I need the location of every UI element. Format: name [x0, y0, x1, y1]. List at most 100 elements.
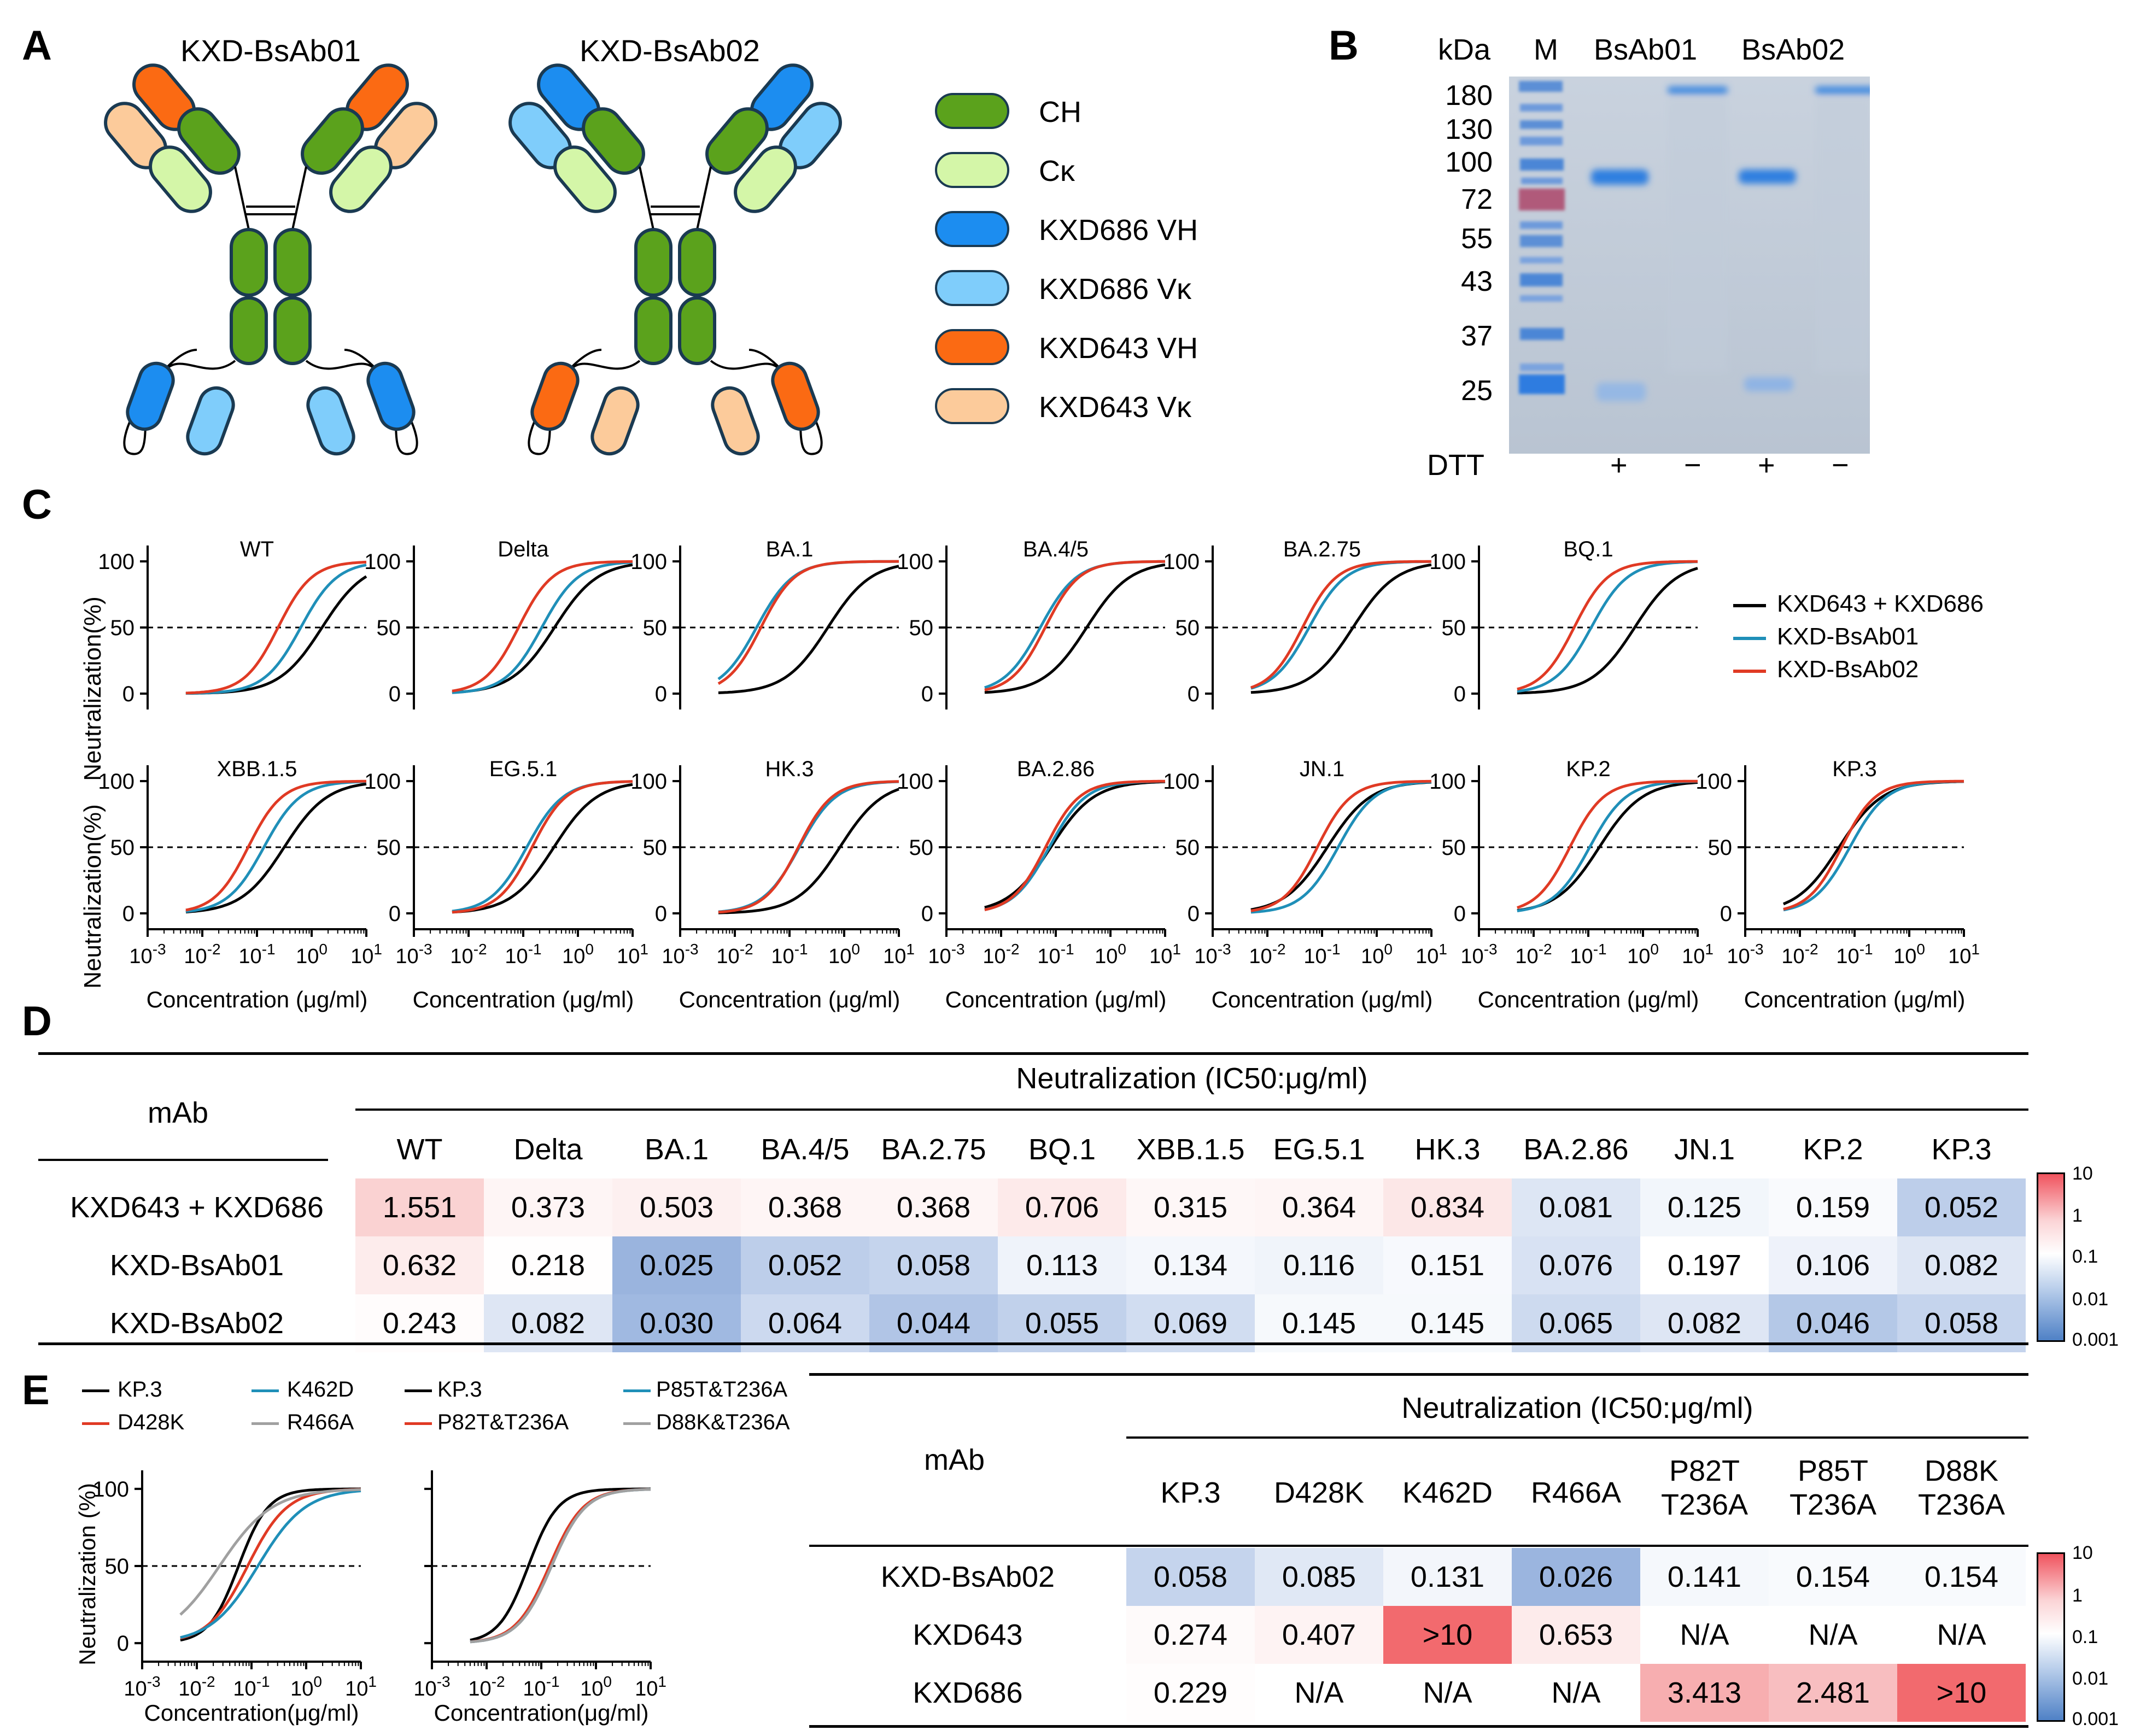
legend-label-bsab02: KXD-BsAb02: [1777, 656, 1919, 683]
table-d-cell: 0.052: [1897, 1178, 2026, 1236]
y-tick-label: 0: [1188, 902, 1200, 926]
curve-K462D: [180, 1489, 361, 1639]
marker-72: 72: [1461, 184, 1493, 215]
e2-legend-d88k: D88K&T236A: [656, 1410, 790, 1434]
table-e-col-header: P82T: [1669, 1455, 1740, 1487]
dtt-bsab02-minus: −: [1832, 449, 1849, 482]
colorbar-d-0-1: 0.1: [2072, 1246, 2098, 1267]
table-d-title-rule: [355, 1109, 2028, 1111]
x-tick-label: 10-1: [771, 941, 808, 968]
curve-0: [1517, 567, 1698, 695]
curve-1: [1517, 560, 1698, 693]
table-d-cell: 0.368: [741, 1178, 869, 1236]
plot-BA.1: 0 50 100 BA.1: [630, 537, 899, 709]
table-d-bottom-rule: [38, 1342, 2028, 1345]
y-tick-label: 100: [897, 550, 933, 574]
table-e-cell: 0.653: [1512, 1606, 1640, 1664]
x-tick-label: 10-3: [1727, 941, 1763, 968]
bsab01-fc-ch2-left: [230, 228, 268, 297]
plot-KP.3: 10-3 10-2 10-1 100 101 0 50 100 KP.3: [1695, 757, 1980, 968]
bsab02-fc-ch3-left: [634, 296, 672, 365]
table-e-col-header: T236A: [1789, 1488, 1877, 1521]
colorbar-e-0-001: 0.001: [2072, 1709, 2119, 1729]
bsab02-fc-ch3-right: [678, 296, 716, 365]
curve-1: [185, 564, 367, 695]
bsab01-scfv-left-vk: [186, 386, 235, 456]
marker-180: 180: [1445, 80, 1493, 112]
y-tick-label: 50: [1442, 616, 1466, 640]
table-e-cell: N/A: [1640, 1606, 1769, 1664]
x-tick-label: 100: [1095, 941, 1126, 968]
table-d-cell: 0.632: [355, 1236, 484, 1294]
e1-legend-kp3-line: [82, 1389, 109, 1392]
legend-swatch-ch: [935, 93, 1009, 129]
curve-title: BQ.1: [1563, 537, 1613, 561]
x-tick-label: 10-3: [395, 941, 432, 968]
curve-2: [185, 560, 367, 695]
table-d-cell: 0.052: [741, 1236, 869, 1294]
table-d-col-Delta: Delta: [513, 1133, 583, 1166]
legend-line-kxd643-kxd686: [1733, 604, 1766, 607]
curve-2: [185, 779, 366, 912]
colorbar-e-10: 10: [2072, 1543, 2093, 1563]
legend-label-ck: Cκ: [1039, 155, 1075, 187]
table-d-col-BA.2.86: BA.2.86: [1523, 1133, 1629, 1166]
legend-label-kxd686-vh: KXD686 VH: [1039, 214, 1198, 247]
table-d-cell: 0.076: [1512, 1236, 1640, 1294]
plot-BA.2.75: 0 50 100 BA.2.75: [1163, 537, 1432, 709]
colorbar-d-1: 1: [2072, 1205, 2083, 1226]
curve-2: [1250, 560, 1431, 689]
y-tick-label: 0: [389, 902, 401, 926]
curve-2: [452, 780, 633, 914]
x-tick-label: 10-2: [468, 1673, 505, 1700]
table-e-row-name: KXD-BsAb02: [880, 1561, 1055, 1593]
curve-title: XBB.1.5: [217, 757, 297, 781]
table-d-cell: 0.364: [1255, 1178, 1383, 1236]
x-tick-label: 101: [1149, 941, 1181, 968]
panel-label-e: E: [22, 1367, 50, 1414]
domain-legend: CH Cκ KXD686 VH KXD686 Vκ KXD643 VH KXD6…: [935, 93, 1290, 443]
curve-0: [984, 780, 1166, 909]
e2-legend-kp3: KP.3: [437, 1377, 482, 1401]
legend-line-bsab01: [1733, 637, 1766, 640]
curve-1: [717, 560, 899, 681]
curve-1: [1250, 781, 1432, 914]
table-e-cell: 0.229: [1126, 1664, 1255, 1722]
x-tick-label: 10-1: [523, 1673, 559, 1700]
table-d-row-name: KXD-BsAb01: [109, 1249, 284, 1282]
table-e-cell: 0.131: [1383, 1548, 1512, 1606]
legend-label-kxd686-vk: KXD686 Vκ: [1039, 273, 1192, 306]
y-tick-label: 100: [1695, 770, 1732, 794]
curve-2: [452, 560, 633, 693]
y-tick-label: 0: [1188, 682, 1200, 706]
xlabel-KP.2: Concentration (μg/ml): [1477, 987, 1699, 1012]
gel-lane-m: M: [1534, 33, 1558, 66]
table-e-cell: 0.141: [1640, 1548, 1769, 1606]
xlabel-BA.2.86: Concentration (μg/ml): [945, 987, 1167, 1012]
e2-legend-p85t: P85T&T236A: [656, 1377, 788, 1401]
curve-title: BA.4/5: [1023, 537, 1089, 561]
bsab01-fc-ch3-left: [230, 296, 268, 365]
table-d-row-name: KXD643 + KXD686: [70, 1191, 324, 1224]
sds-page-gel: [1509, 77, 1870, 454]
bsab01-scfv-left-vh: [126, 361, 175, 431]
x-tick-label: 100: [1361, 941, 1393, 968]
table-e-cell: N/A: [1769, 1606, 1897, 1664]
marker-43: 43: [1461, 266, 1493, 297]
x-tick-label: 10-3: [1194, 941, 1231, 968]
table-d-col-XBB.1.5: XBB.1.5: [1136, 1133, 1245, 1166]
xlabel-JN.1: Concentration (μg/ml): [1211, 987, 1433, 1012]
table-e-cell: 0.274: [1126, 1606, 1255, 1664]
table-d-col-KP.2: KP.2: [1803, 1133, 1863, 1166]
panel-label-b: B: [1329, 22, 1359, 69]
bsab02-scfv-left-vk: [590, 386, 640, 456]
table-e-cell: N/A: [1255, 1664, 1383, 1722]
y-tick-label: 100: [1163, 770, 1200, 794]
y-tick-label: 50: [643, 616, 668, 640]
e1-legend-d428k-line: [82, 1422, 109, 1425]
x-tick-label: 100: [290, 1673, 322, 1700]
table-d-col-WT: WT: [396, 1133, 443, 1166]
plot-Delta: 0 50 100 Delta: [364, 537, 633, 709]
curve-2: [1517, 779, 1698, 909]
x-tick-label: 100: [580, 1673, 612, 1700]
